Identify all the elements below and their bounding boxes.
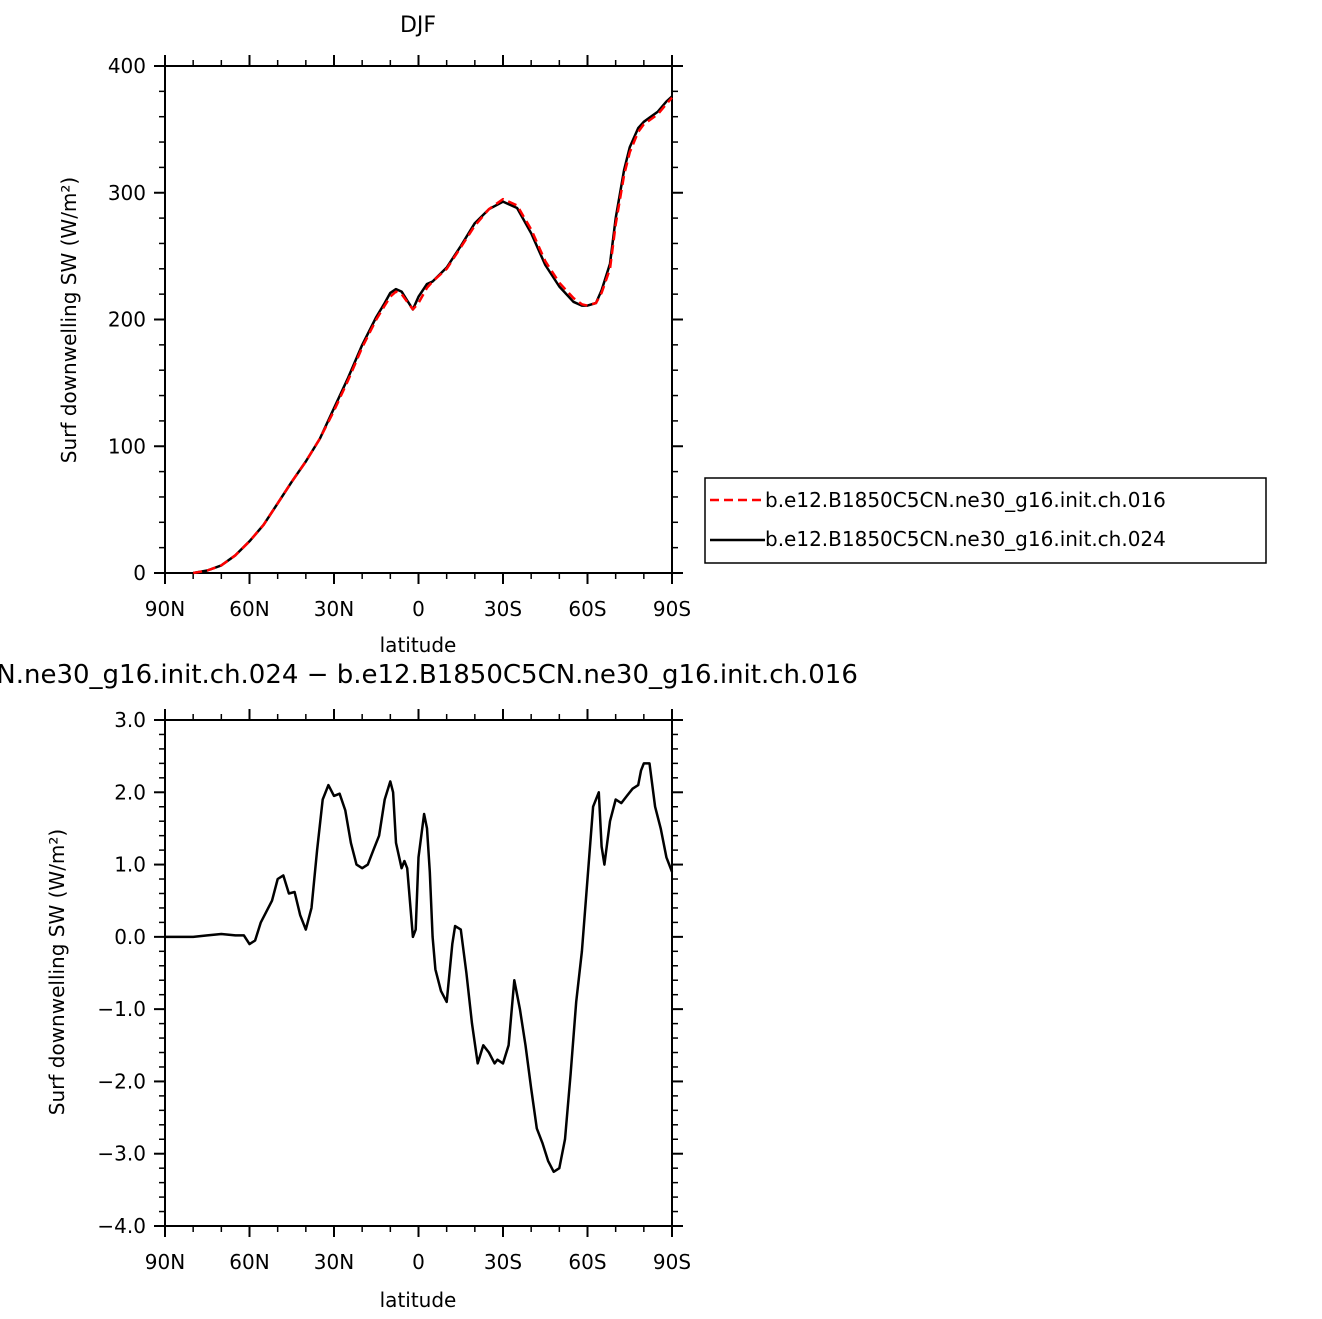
- x-tick-label: 90N: [145, 597, 185, 621]
- x-tick-label: 60S: [568, 597, 606, 621]
- series-layer-top: [192, 95, 673, 575]
- x-tick-label: 0: [412, 1250, 425, 1274]
- x-tick-label: 90S: [653, 597, 691, 621]
- plot-frame-bottom: [164, 719, 673, 1227]
- y-tick-label: 2.0: [114, 780, 146, 804]
- ticks-bottom: 90N 60N 30N 0 30S 60S 90S −4.0 −3.0 −2.0 −1.0 0.0 1.…: [97, 708, 691, 1274]
- x-tick-label: 30N: [314, 1250, 354, 1274]
- x-tick-label: 0: [412, 597, 425, 621]
- y-axis-label-bottom: Surf downwelling SW (W/m²): [45, 829, 69, 1115]
- x-tick-label: 90S: [653, 1250, 691, 1274]
- x-tick-label: 60N: [229, 597, 269, 621]
- panel-bottom: 90N 60N 30N 0 30S 60S 90S −4.0 −3.0 −2.0 −1.0 0.0 1.…: [0, 660, 858, 1312]
- plot-frame-top: [164, 65, 673, 574]
- panel-top: 90N 60N 30N 0 30S 60S 90S 0 100 200 300 400 DJF lat…: [57, 13, 691, 657]
- x-tick-label: 30S: [484, 1250, 522, 1274]
- series-line-0: [165, 762, 674, 1174]
- y-tick-label: 300: [108, 181, 146, 205]
- chart-title-bottom: CN.ne30_g16.init.ch.024 − b.e12.B1850C5C…: [0, 660, 858, 690]
- legend: b.e12.B1850C5CN.ne30_g16.init.ch.016 b.e…: [704, 477, 1267, 564]
- x-tick-label: 60S: [568, 1250, 606, 1274]
- series-layer-bottom: [165, 762, 674, 1174]
- legend-label-016: b.e12.B1850C5CN.ne30_g16.init.ch.016: [765, 488, 1166, 512]
- y-tick-label: −1.0: [97, 997, 146, 1021]
- series-line-0: [192, 96, 673, 575]
- y-tick-label: 1.0: [114, 853, 146, 877]
- y-tick-label: 200: [108, 308, 146, 332]
- y-tick-label: 3.0: [114, 708, 146, 732]
- y-tick-label: −4.0: [97, 1214, 146, 1238]
- x-axis-label-bottom: latitude: [380, 1288, 457, 1312]
- y-tick-label: −2.0: [97, 1069, 146, 1093]
- x-tick-label: 90N: [145, 1250, 185, 1274]
- x-tick-label: 30S: [484, 597, 522, 621]
- y-tick-label: 0: [133, 561, 146, 585]
- legend-box: [704, 477, 1267, 564]
- x-axis-label-top: latitude: [380, 633, 457, 657]
- x-tick-label: 30N: [314, 597, 354, 621]
- legend-label-024: b.e12.B1850C5CN.ne30_g16.init.ch.024: [765, 527, 1166, 551]
- chart-title-top: DJF: [400, 13, 436, 38]
- y-tick-label: 100: [108, 434, 146, 458]
- y-axis-label-top: Surf downwelling SW (W/m²): [57, 177, 81, 463]
- y-tick-label: −3.0: [97, 1142, 146, 1166]
- ticks-top: 90N 60N 30N 0 30S 60S 90S 0 100 200 300 400: [108, 54, 691, 621]
- series-line-1: [192, 95, 673, 575]
- x-tick-label: 60N: [229, 1250, 269, 1274]
- y-tick-label: 0.0: [114, 925, 146, 949]
- y-tick-label: 400: [108, 54, 146, 78]
